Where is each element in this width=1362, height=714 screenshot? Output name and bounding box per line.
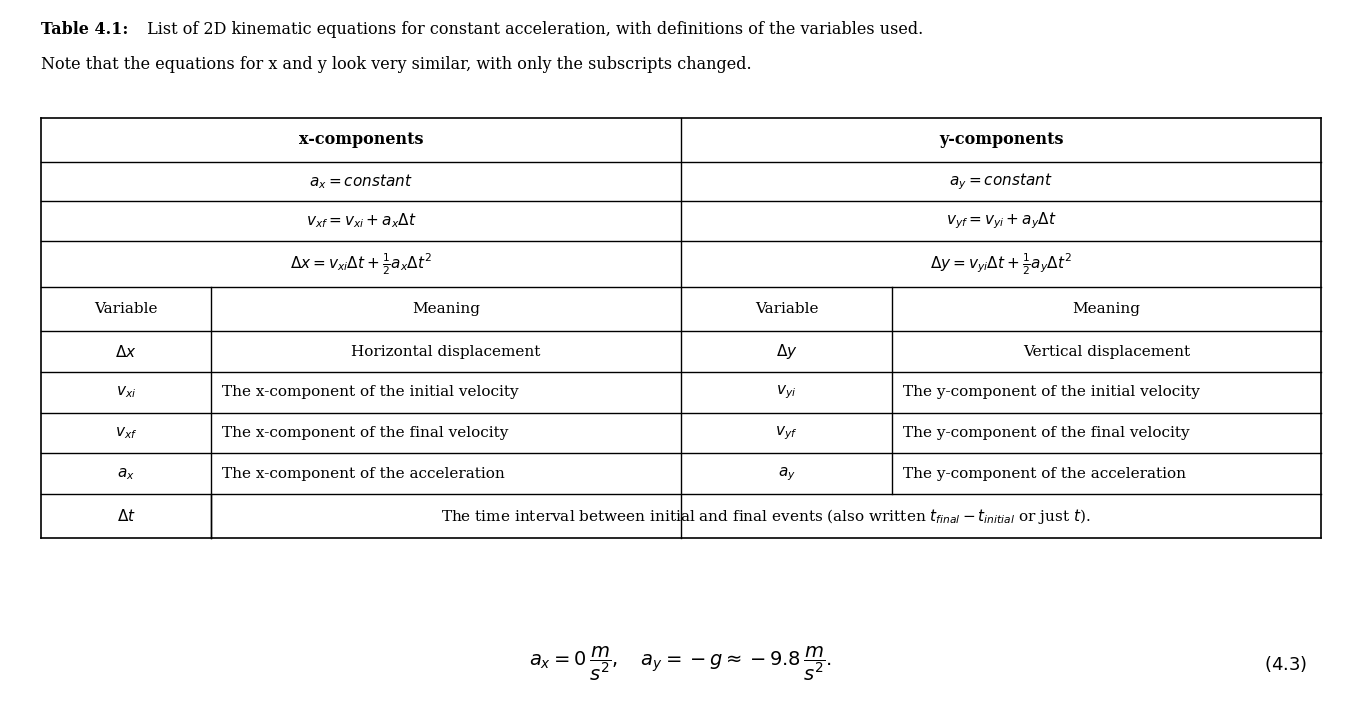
Text: The x-component of the final velocity: The x-component of the final velocity <box>222 426 508 440</box>
Text: $\Delta y$: $\Delta y$ <box>776 342 797 361</box>
Text: Note that the equations for x and y look very similar, with only the subscripts : Note that the equations for x and y look… <box>41 56 752 73</box>
Text: $a_x$: $a_x$ <box>117 466 135 481</box>
Text: $(4.3)$: $(4.3)$ <box>1264 654 1308 674</box>
Text: $a_y = \mathit{constant}$: $a_y = \mathit{constant}$ <box>949 171 1053 192</box>
Text: $a_y$: $a_y$ <box>778 465 795 483</box>
Text: $v_{xf}$: $v_{xf}$ <box>114 426 138 441</box>
Text: $\Delta y = v_{yi}\Delta t + \frac{1}{2}a_y \Delta t^2$: $\Delta y = v_{yi}\Delta t + \frac{1}{2}… <box>930 251 1072 276</box>
Text: The time interval between initial and final events (also written $t_{final} - t_: The time interval between initial and fi… <box>441 507 1091 526</box>
Text: $\Delta x = v_{xi}\Delta t + \frac{1}{2}a_x \Delta t^2$: $\Delta x = v_{xi}\Delta t + \frac{1}{2}… <box>290 251 432 276</box>
Text: $\Delta t$: $\Delta t$ <box>117 508 135 524</box>
Text: $a_x = 0\,\dfrac{m}{s^2},\quad a_y = -g \approx -9.8\,\dfrac{m}{s^2}.$: $a_x = 0\,\dfrac{m}{s^2},\quad a_y = -g … <box>530 645 832 683</box>
Text: $v_{yf}$: $v_{yf}$ <box>775 424 798 442</box>
Text: $v_{yf} = v_{yi} + a_y \Delta t$: $v_{yf} = v_{yi} + a_y \Delta t$ <box>945 211 1057 231</box>
Text: The y-component of the initial velocity: The y-component of the initial velocity <box>903 386 1200 399</box>
Text: Variable: Variable <box>94 302 158 316</box>
Text: The y-component of the acceleration: The y-component of the acceleration <box>903 467 1186 481</box>
Text: $v_{xf} = v_{xi} + a_x \Delta t$: $v_{xf} = v_{xi} + a_x \Delta t$ <box>305 211 417 231</box>
Text: x-components: x-components <box>298 131 424 149</box>
Text: Meaning: Meaning <box>413 302 479 316</box>
Text: y-components: y-components <box>938 131 1064 149</box>
Text: The y-component of the final velocity: The y-component of the final velocity <box>903 426 1189 440</box>
Text: Meaning: Meaning <box>1073 302 1140 316</box>
Text: Table 4.1:: Table 4.1: <box>41 21 128 39</box>
Text: Vertical displacement: Vertical displacement <box>1023 345 1190 358</box>
Text: $v_{yi}$: $v_{yi}$ <box>776 383 797 401</box>
Text: List of 2D kinematic equations for constant acceleration, with definitions of th: List of 2D kinematic equations for const… <box>142 21 923 39</box>
Text: $a_x = \mathit{constant}$: $a_x = \mathit{constant}$ <box>309 172 413 191</box>
Text: The x-component of the initial velocity: The x-component of the initial velocity <box>222 386 519 399</box>
Text: Horizontal displacement: Horizontal displacement <box>351 345 541 358</box>
Text: $v_{xi}$: $v_{xi}$ <box>116 385 136 400</box>
Text: Variable: Variable <box>755 302 819 316</box>
Text: The x-component of the acceleration: The x-component of the acceleration <box>222 467 505 481</box>
Text: $\Delta x$: $\Delta x$ <box>116 343 136 360</box>
